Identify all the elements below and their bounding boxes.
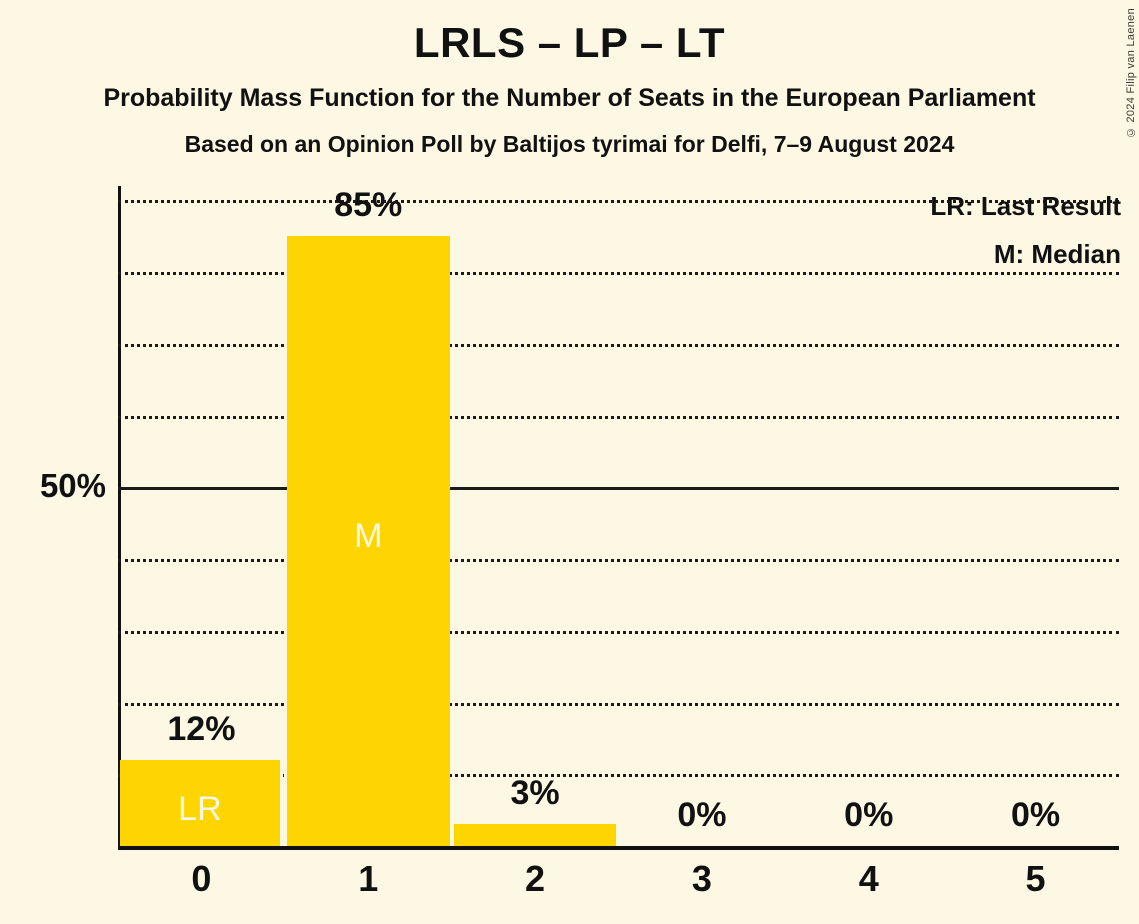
x-tick-label-1: 1 bbox=[358, 858, 379, 899]
legend-entry-last-result: LR: Last Result bbox=[930, 191, 1121, 221]
gridline bbox=[118, 343, 1119, 347]
legend-entry-median: M: Median bbox=[993, 239, 1121, 270]
chart-source-note: Based on an Opinion Poll by Baltijos tyr… bbox=[184, 131, 955, 157]
bar-value-label-5: 0% bbox=[1011, 796, 1061, 834]
bar-value-label-3: 0% bbox=[677, 796, 727, 834]
bar-value-label-0: 12% bbox=[167, 709, 236, 748]
copyright-notice: © 2024 Filip van Laenen bbox=[1125, 8, 1137, 139]
gridline bbox=[118, 200, 1119, 204]
x-tick-label-4: 4 bbox=[858, 858, 879, 899]
bar-value-label-1: 85% bbox=[334, 186, 403, 225]
y-tick-label-50: 50% bbox=[39, 467, 106, 505]
gridline bbox=[118, 415, 1119, 419]
x-tick-label-5: 5 bbox=[1025, 858, 1046, 899]
page-title: LRLS – LP – LT bbox=[413, 19, 726, 66]
median-marker: M bbox=[354, 517, 383, 556]
y-axis-line bbox=[118, 186, 121, 846]
gridline-major bbox=[118, 487, 1119, 491]
bar-value-label-4: 0% bbox=[844, 796, 894, 834]
gridline bbox=[118, 559, 1119, 563]
gridline bbox=[118, 272, 1119, 276]
bar-1: M bbox=[286, 236, 450, 846]
x-axis-line bbox=[118, 846, 1119, 850]
chart-legend: LR: Last Result M: Median bbox=[930, 182, 1121, 278]
gridline bbox=[118, 630, 1119, 634]
gridline bbox=[118, 774, 1119, 778]
chart-header: LRLS – LP – LT Probability Mass Function… bbox=[0, 0, 1139, 156]
bar-2 bbox=[453, 824, 617, 846]
x-tick-label-3: 3 bbox=[691, 858, 712, 899]
chart-subtitle: Probability Mass Function for the Number… bbox=[103, 84, 1036, 112]
plot-area: 50% LR 12% 0 M 85% 1 3% 2 0% 3 0% 4 0% 5 bbox=[40, 186, 1119, 899]
x-tick-label-0: 0 bbox=[191, 858, 212, 899]
bar-value-label-2: 3% bbox=[510, 774, 560, 813]
bar-0: LR bbox=[120, 759, 283, 846]
x-tick-label-2: 2 bbox=[525, 858, 546, 899]
last-result-marker: LR bbox=[178, 790, 222, 828]
gridline bbox=[118, 702, 1119, 706]
